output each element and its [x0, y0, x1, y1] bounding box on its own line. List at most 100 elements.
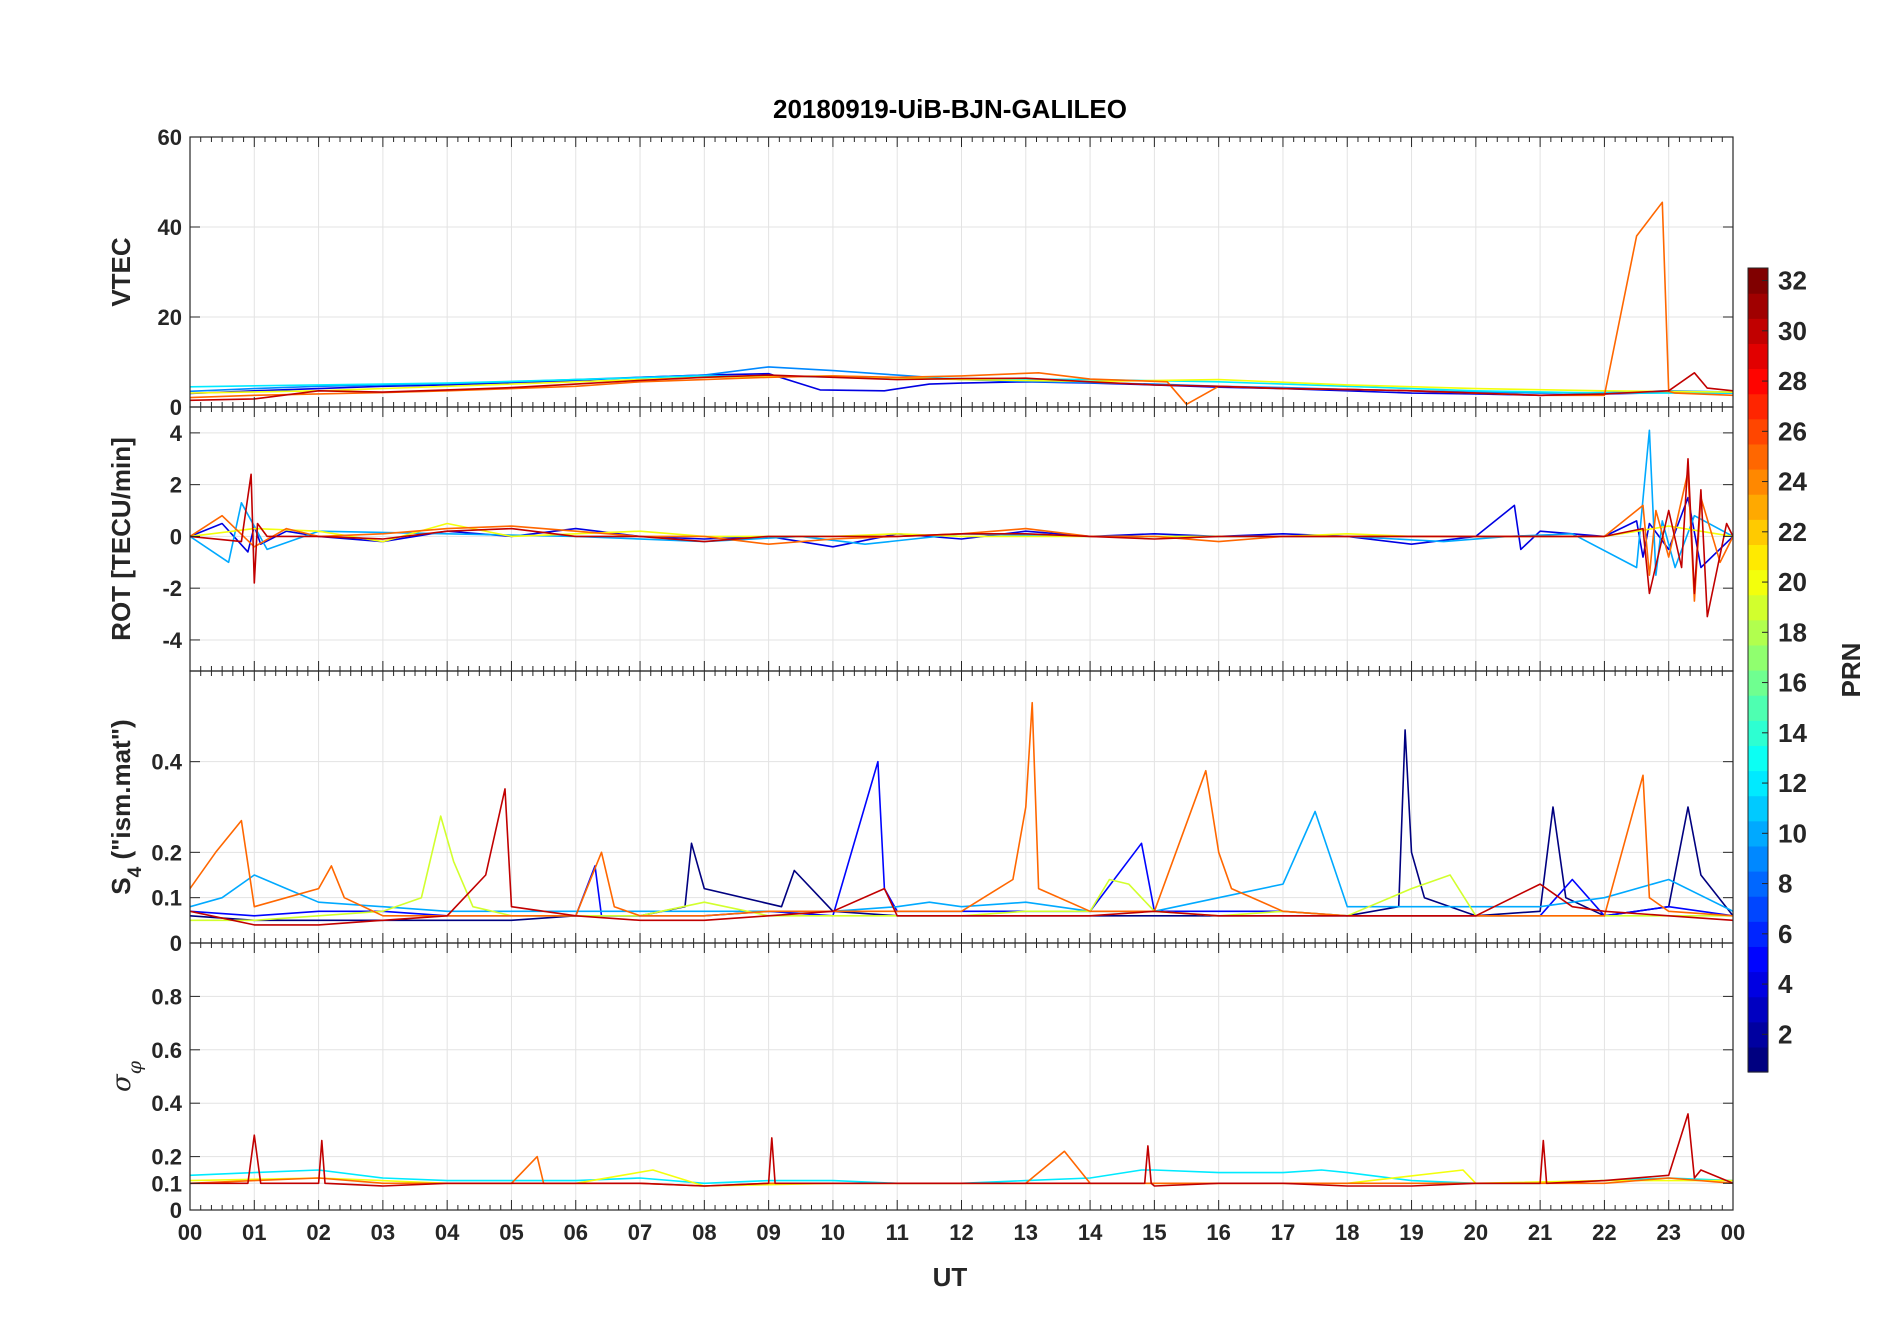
x-tick-label: 06: [564, 1220, 588, 1245]
x-axis: 00 01 02 03 04 05 06 07 08 09 10 11 12 13 14 15 16 17 18 19…: [178, 1220, 1745, 1245]
y-tick-label: -2: [162, 576, 182, 601]
y-axis-label-rot: ROT [TECU/min]: [106, 437, 136, 641]
x-tick-label: 01: [242, 1220, 266, 1245]
colorbar-tick-label: 22: [1778, 517, 1807, 547]
colorbar-swatch: [1748, 368, 1768, 395]
colorbar-swatch: [1748, 770, 1768, 797]
colorbar-tick-label: 16: [1778, 668, 1807, 698]
x-axis-label: UT: [933, 1262, 968, 1292]
colorbar-tick-label: 4: [1778, 969, 1793, 999]
x-ticks-vtec: [189, 137, 1734, 407]
x-tick-label: 21: [1528, 1220, 1552, 1245]
y-axis-label-sigma: σφ: [107, 1060, 146, 1092]
colorbar-swatch: [1748, 293, 1768, 319]
x-tick-label: 19: [1399, 1220, 1423, 1245]
y-tick-label: 0: [170, 1198, 182, 1223]
colorbar-tick-label: 26: [1778, 416, 1807, 446]
colorbar-swatch: [1748, 971, 1768, 998]
colorbar-swatch: [1748, 594, 1768, 621]
y-tick-label: 0.6: [151, 1038, 182, 1063]
x-ticks-rot: [189, 407, 1734, 671]
colorbar-swatch: [1748, 519, 1768, 545]
x-tick-label: 16: [1206, 1220, 1230, 1245]
y-tick-label: 20: [158, 305, 182, 330]
colorbar-tick-label: 14: [1778, 718, 1807, 748]
series-line-prn-25: [190, 470, 1733, 602]
series-line-prn-12: [190, 1169, 1733, 1185]
y-tick-label: 4: [170, 421, 183, 446]
y-tick-label: 0: [170, 395, 182, 420]
series-line-prn-20: [190, 375, 1733, 394]
colorbar-tick-label: 8: [1778, 869, 1792, 899]
colorbar-swatch: [1748, 644, 1768, 671]
y-tick-label: 60: [158, 125, 182, 150]
colorbar-swatch: [1748, 670, 1768, 696]
colorbar-tick-label: 32: [1778, 266, 1807, 296]
colorbar-swatch: [1748, 996, 1768, 1023]
y-tick-label: -4: [162, 628, 182, 653]
colorbar-swatch: [1748, 921, 1768, 947]
x-ticks-s4: [189, 671, 1734, 943]
colorbar-swatch: [1748, 845, 1768, 872]
colorbar-swatch: [1748, 820, 1768, 847]
colorbar-swatch: [1748, 393, 1768, 420]
colorbar-swatch: [1748, 896, 1768, 922]
panel-vtec: 0 20 40 60 VTEC: [106, 125, 1734, 420]
colorbar-tick-label: 20: [1778, 567, 1807, 597]
series-line-prn-4: [190, 372, 1733, 397]
colorbar-swatch: [1748, 544, 1768, 571]
y-tick-label: 0.4: [151, 750, 182, 775]
y-tick-label: 0.8: [151, 984, 182, 1009]
x-tick-label: 00: [178, 1220, 202, 1245]
series-line-prn-30: [190, 371, 1733, 402]
panel-sigma: 00.10.2 0.4 0.6 0.8 σφ: [107, 942, 1734, 1223]
y-axis-label-vtec: VTEC: [106, 237, 136, 307]
colorbar-swatch: [1748, 619, 1768, 646]
colorbar-tick-label: 6: [1778, 919, 1792, 949]
y-tick-label: 2: [170, 473, 182, 498]
series-line-prn-25: [190, 201, 1733, 406]
y-tick-label: 0.4: [151, 1091, 182, 1116]
x-tick-label: 15: [1142, 1220, 1166, 1245]
series-group-s4: [190, 701, 1733, 926]
series-group-rot: [190, 429, 1733, 618]
colorbar-swatch: [1748, 695, 1768, 721]
x-tick-label: 11: [886, 1220, 909, 1245]
colorbar-box: [1747, 267, 1769, 1073]
colorbar-swatch: [1748, 795, 1768, 822]
colorbar-tick-label: 24: [1778, 467, 1807, 497]
series-line-prn-30: [190, 457, 1733, 618]
y-tick-label: 0.1: [151, 1171, 182, 1196]
x-tick-label: 04: [435, 1220, 460, 1245]
colorbar-swatch: [1748, 569, 1768, 596]
x-tick-label: 23: [1656, 1220, 1680, 1245]
colorbar-swatch: [1748, 871, 1768, 897]
colorbar-swatch: [1748, 343, 1768, 370]
x-tick-label: 07: [628, 1220, 652, 1245]
colorbar-swatch: [1748, 720, 1768, 746]
x-tick-label: 02: [306, 1220, 330, 1245]
x-tick-label: 13: [1014, 1220, 1038, 1245]
x-tick-label: 20: [1464, 1220, 1488, 1245]
colorbar-swatch: [1748, 1021, 1768, 1048]
colorbar-label: PRN: [1836, 643, 1866, 698]
series-group-sigma: [190, 1113, 1733, 1187]
y-tick-label: 0.1: [151, 886, 182, 911]
colorbar-tick-label: 28: [1778, 366, 1807, 396]
y-axis-label-s4: S4 ("ism.mat"): [106, 719, 146, 894]
x-tick-label: 10: [821, 1220, 845, 1245]
x-tick-label: 12: [949, 1220, 973, 1245]
chart-title: 20180919-UiB-BJN-GALILEO: [773, 94, 1127, 124]
x-ticks-sigma: [189, 943, 1734, 1210]
x-tick-label: 03: [371, 1220, 395, 1245]
colorbar-swatch: [1748, 469, 1768, 495]
x-tick-label: 00: [1721, 1220, 1745, 1245]
colorbar-tick-label: 18: [1778, 617, 1807, 647]
colorbar-tick-label: 12: [1778, 768, 1807, 798]
colorbar-swatch: [1748, 1046, 1768, 1073]
y-tick-label: 0: [170, 524, 182, 549]
x-tick-label: 08: [692, 1220, 716, 1245]
colorbar-swatch: [1748, 443, 1768, 470]
